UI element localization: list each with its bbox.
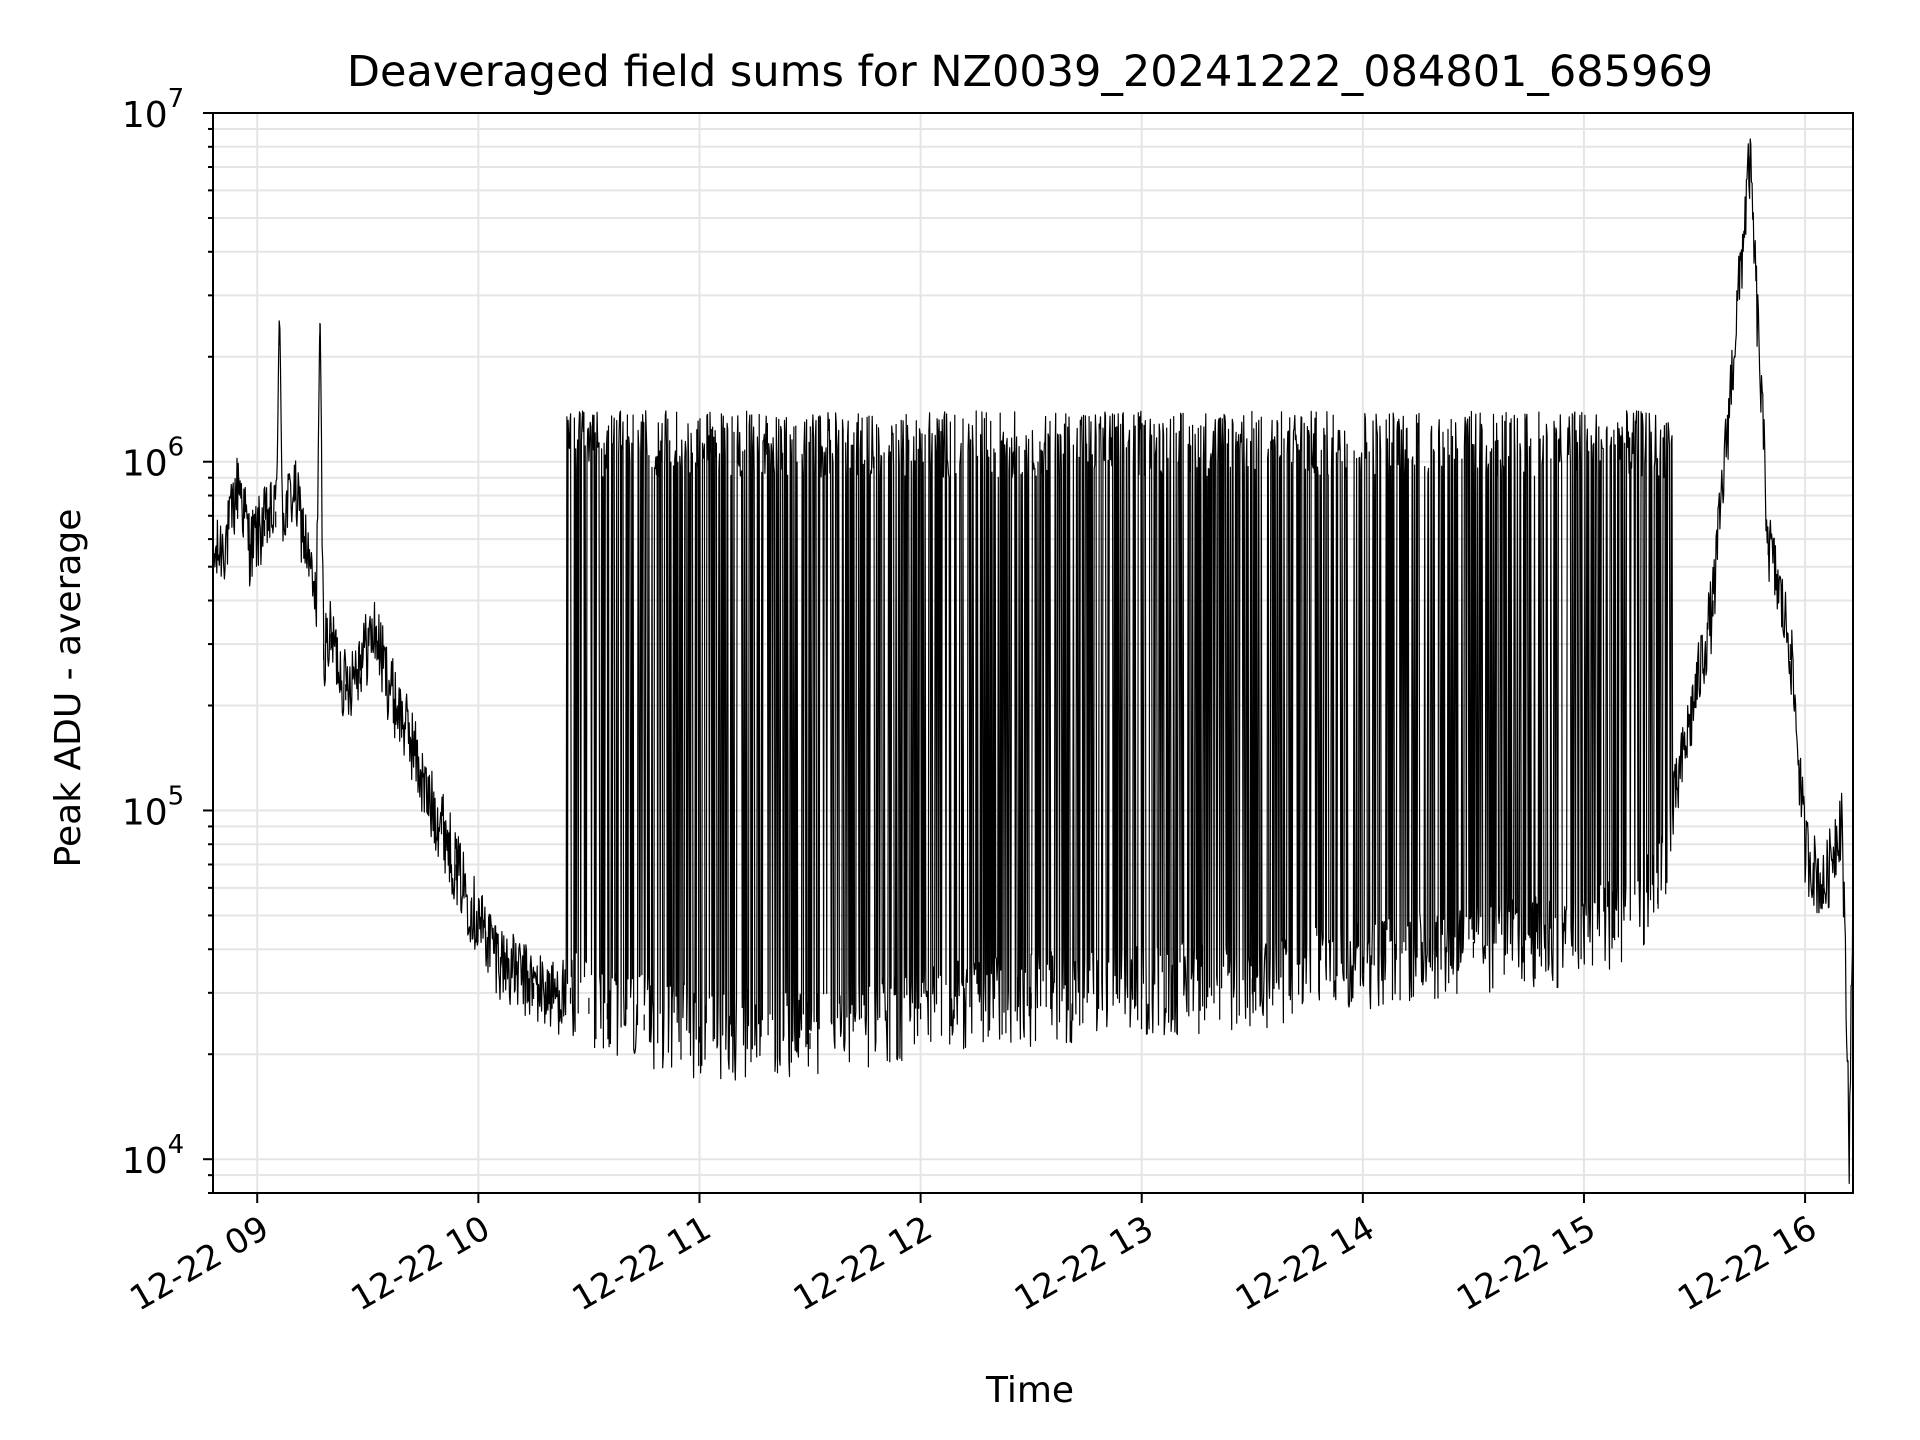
y-tick-base: 10 xyxy=(122,444,168,485)
y-tick-label: 104 xyxy=(122,1130,184,1182)
y-tick-exponent: 4 xyxy=(168,1130,185,1160)
y-tick-base: 10 xyxy=(122,1141,168,1182)
plot-frame xyxy=(212,112,1854,1194)
y-axis-label: Peak ADU - average xyxy=(48,509,89,868)
x-axis-label: Time xyxy=(985,1370,1074,1411)
y-tick-exponent: 5 xyxy=(168,781,185,811)
y-tick-label: 105 xyxy=(122,781,184,833)
chart-title: Deaveraged field sums for NZ0039_2024122… xyxy=(347,47,1713,97)
y-tick-exponent: 7 xyxy=(168,84,185,114)
data-layer xyxy=(212,138,1854,1184)
y-tick-label: 107 xyxy=(122,84,184,136)
y-tick-base: 10 xyxy=(122,792,168,833)
series-line xyxy=(212,138,1854,1184)
y-tick-base: 10 xyxy=(122,95,168,136)
y-tick-label: 106 xyxy=(122,433,184,485)
y-tick-exponent: 6 xyxy=(168,433,185,463)
